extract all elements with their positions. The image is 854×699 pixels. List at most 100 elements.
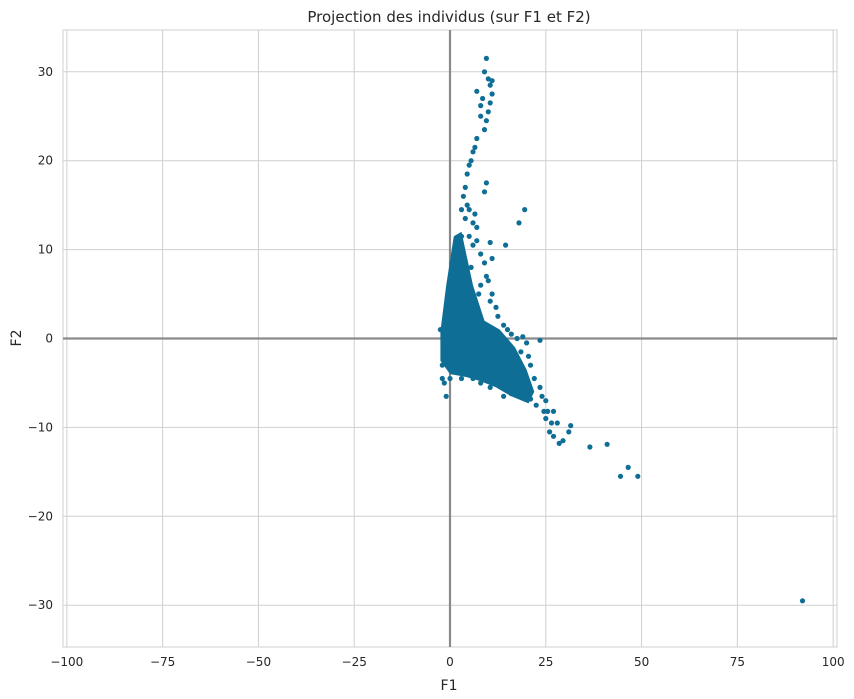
scatter-point <box>483 55 489 62</box>
scatter-point <box>458 207 465 213</box>
scatter-point <box>501 393 507 399</box>
scatter-point <box>545 408 551 414</box>
scatter-point <box>487 82 493 88</box>
scatter-point <box>451 273 457 279</box>
y-tick-label: −20 <box>28 509 53 523</box>
scatter-point <box>560 438 566 444</box>
scatter-point <box>470 375 476 382</box>
scatter-point <box>457 247 463 253</box>
scatter-point <box>625 464 631 470</box>
scatter-point <box>462 215 468 222</box>
scatter-point <box>460 193 466 199</box>
scatter-point <box>522 207 528 213</box>
scatter-point <box>516 220 522 226</box>
scatter-point <box>531 375 537 382</box>
y-tick-label: −10 <box>28 420 53 434</box>
scatter-point <box>458 375 465 382</box>
y-tick-labels: −30 −20 −10 0 10 20 30 <box>28 65 53 612</box>
scatter-point <box>499 373 505 379</box>
scatter-point <box>543 415 549 422</box>
x-tick-label: −25 <box>342 655 367 669</box>
scatter-point <box>522 389 528 395</box>
x-axis-label: F1 <box>441 678 458 694</box>
data-points <box>437 55 806 604</box>
scatter-point <box>617 473 624 479</box>
scatter-point <box>541 408 547 414</box>
scatter-point <box>478 251 484 257</box>
scatter-point <box>537 337 543 343</box>
y-tick-label: −30 <box>28 598 53 612</box>
scatter-point <box>481 189 488 195</box>
scatter-point <box>485 278 491 284</box>
scatter-point <box>483 273 489 279</box>
scatter-point <box>504 327 511 333</box>
scatter-point <box>437 327 443 333</box>
scatter-point <box>524 340 530 346</box>
scatter-point <box>470 242 476 248</box>
x-tick-labels: −100 −75 −50 −25 0 25 50 75 100 <box>50 655 844 669</box>
scatter-point <box>447 295 453 302</box>
scatter-point <box>478 103 484 109</box>
y-axis-label: F2 <box>9 330 25 347</box>
scatter-point <box>474 224 480 230</box>
scatter-point <box>514 384 520 390</box>
scatter-point <box>587 444 593 450</box>
scatter-point <box>508 331 514 337</box>
scatter-point <box>474 135 480 142</box>
scatter-point <box>495 380 501 386</box>
scatter-point <box>468 264 474 270</box>
scatter-point <box>474 88 480 94</box>
scatter-point <box>487 298 493 304</box>
x-tick-label: −50 <box>246 655 271 669</box>
y-tick-label: 0 <box>45 332 53 346</box>
scatter-point <box>472 144 478 150</box>
point-cloud <box>440 231 535 404</box>
scatter-point <box>799 598 806 604</box>
scatter-point <box>480 95 486 102</box>
scatter-point <box>472 211 478 217</box>
scatter-point <box>508 391 514 397</box>
scatter-point <box>483 118 489 124</box>
scatter-point <box>514 335 520 342</box>
scatter-point <box>458 233 465 239</box>
scatter-point <box>568 423 574 429</box>
scatter-point <box>604 441 610 447</box>
y-tick-label: 20 <box>38 154 53 168</box>
point-cloud-core <box>440 231 535 404</box>
scatter-point <box>487 384 493 390</box>
scatter-point <box>466 207 472 213</box>
scatter-point <box>554 420 560 426</box>
scatter-point <box>491 371 497 377</box>
x-tick-label: 25 <box>538 655 553 669</box>
scatter-point <box>548 420 555 426</box>
y-tick-label: 30 <box>38 65 53 79</box>
scatter-point <box>527 396 534 402</box>
y-tick-label: 10 <box>38 243 53 257</box>
x-tick-label: 0 <box>446 655 454 669</box>
scatter-point <box>441 358 447 364</box>
scatter-point <box>441 380 447 386</box>
scatter-point <box>487 100 493 106</box>
scatter-point <box>462 371 468 377</box>
scatter-point <box>550 433 557 439</box>
scatter-point <box>447 375 453 382</box>
scatter-point <box>460 255 466 262</box>
scatter-point <box>474 238 480 244</box>
scatter-point <box>481 260 488 266</box>
x-tick-label: 100 <box>822 655 845 669</box>
scatter-point <box>449 260 455 266</box>
chart-title: Projection des individus (sur F1 et F2) <box>307 8 590 26</box>
scatter-point <box>547 429 553 435</box>
scatter-point <box>443 344 449 350</box>
scatter-point <box>485 109 491 115</box>
scatter-point <box>464 202 470 208</box>
scatter-point <box>470 220 476 226</box>
scatter-point <box>462 184 468 190</box>
scatter-point <box>493 304 499 310</box>
scatter-point <box>481 69 488 75</box>
x-tick-label: 75 <box>730 655 745 669</box>
scatter-point <box>439 375 445 382</box>
scatter-point <box>439 362 445 368</box>
scatter-point <box>441 331 447 337</box>
scatter-point <box>478 113 484 119</box>
